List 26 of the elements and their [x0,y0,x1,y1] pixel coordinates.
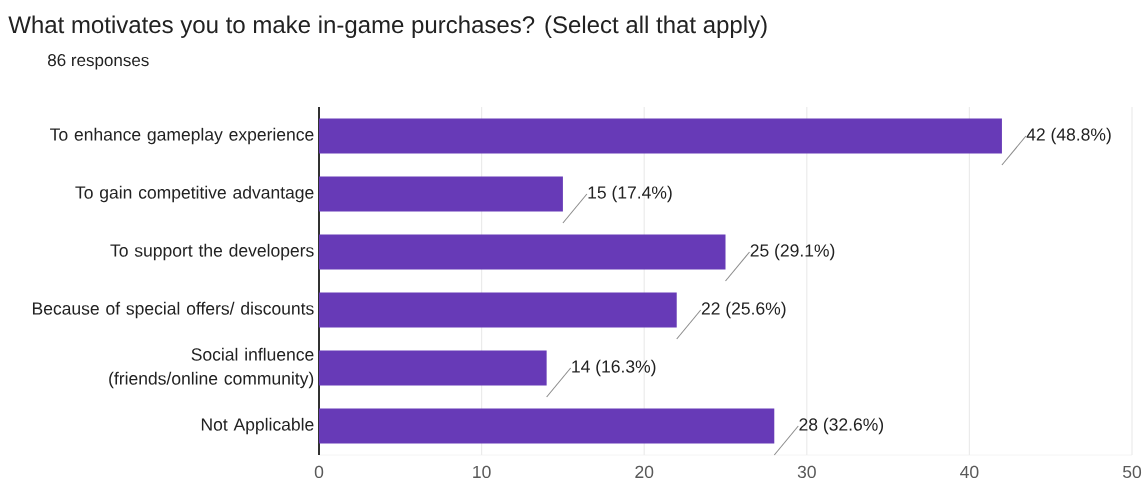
data-label: 25 (29.1%) [750,243,835,261]
bar [319,292,677,328]
x-tick-label: 0 [314,465,324,479]
bar [319,234,726,270]
x-tick-label: 40 [960,465,979,479]
text: 86 responses [48,54,149,70]
data-label: 15 (17.4%) [588,185,672,203]
chart-title: What motivates you to make in-game purchases? (Select all that apply) [8,15,767,38]
x-tick-label: 50 [1122,465,1142,479]
y-tick-label: Not Applicable [201,417,314,435]
bar [319,350,547,386]
bar [319,118,1002,154]
y-tick-label: To support the developers [110,243,314,261]
x-tick-label: 20 [635,465,654,479]
data-label: 28 (32.6%) [799,417,884,435]
y-tick-label: To enhance gameplay experience [50,127,314,145]
y-tick-label: Because of special offers/ discounts [32,301,314,319]
bar [319,176,563,212]
x-tick-label: 10 [473,465,491,479]
data-label: 22 (25.6%) [701,301,786,319]
data-label: 42 (48.8%) [1026,127,1111,145]
data-label: 14 (16.3%) [572,359,656,377]
y-tick-label: To gain competitive advantage [75,185,314,203]
x-tick-label: 30 [797,465,816,479]
y-tick-label: Social influence (friends/online community) [109,347,314,389]
bar [319,408,775,444]
